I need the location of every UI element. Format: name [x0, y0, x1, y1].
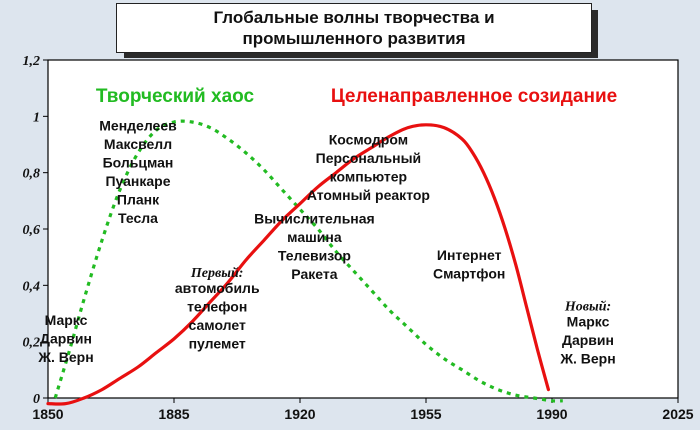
- annotation-line: Тесла: [118, 210, 158, 226]
- annotation-line: Маркс: [45, 312, 88, 328]
- series-line-2: [46, 123, 550, 406]
- annotation-heading: Первый:: [190, 266, 244, 281]
- x-tick-label: 1990: [536, 406, 567, 422]
- y-tick-label: 0,4: [23, 279, 41, 294]
- annotation-line: Вычислительная: [254, 210, 375, 226]
- chart-title: Глобальные волны творчества и промышленн…: [116, 3, 592, 53]
- annotation-line: Атомный реактор: [307, 187, 430, 203]
- annotation-line: Смартфон: [433, 265, 505, 281]
- y-tick-label: 1,2: [23, 54, 41, 69]
- annotation-line: самолет: [189, 317, 246, 333]
- x-tick-label: 1850: [32, 406, 63, 422]
- annotation-line: Ракета: [291, 266, 337, 282]
- annotation-line: Менделеев: [99, 117, 177, 133]
- annotation-heading: Новый:: [564, 300, 611, 315]
- annotation-line: Больцман: [103, 154, 174, 170]
- annotation-line: компьютер: [330, 169, 407, 185]
- chart-title-line-1: Глобальные волны творчества и: [213, 8, 495, 27]
- annotation-line: телефон: [187, 298, 247, 314]
- chart-title-line-2: промышленного развития: [242, 29, 466, 48]
- annotation-line: Интернет: [437, 247, 502, 263]
- x-tick-label: 1920: [284, 406, 315, 422]
- y-tick-label: 0,8: [23, 167, 41, 182]
- annotation-block: Менделеев Максвелл Больцман Пуанкаре Планк Те…: [99, 117, 177, 226]
- annotation-line: автомобиль: [175, 280, 260, 296]
- y-tick-label: 1: [33, 110, 40, 125]
- y-tick-label: 0,6: [23, 223, 41, 238]
- annotation-block: Интернет Смартфон: [433, 247, 505, 282]
- y-tick-label: 0,2: [23, 336, 41, 351]
- annotation-line: Ж. Верн: [559, 351, 615, 367]
- annotation-line: пулемет: [189, 335, 246, 351]
- x-tick-label: 2025: [662, 406, 693, 422]
- series-line-1: [53, 119, 563, 403]
- x-tick-label: 1955: [410, 406, 441, 422]
- y-tick-label: 0: [33, 392, 40, 407]
- annotation-line: Дарвин: [40, 330, 92, 346]
- annotation-line: машина: [287, 229, 342, 245]
- annotation-line: Космодром: [329, 132, 408, 148]
- annotation-line: Дарвин: [562, 332, 614, 348]
- x-tick-label: 1885: [158, 406, 189, 422]
- annotation-line: Персональный: [316, 150, 422, 166]
- series-label-purposeful-creation: Целенаправленное созидание: [331, 86, 617, 107]
- series-label-creative-chaos: Творческий хаос: [96, 86, 255, 107]
- annotation-block: Космодром Персональный компьютер Атомный ре…: [307, 132, 430, 204]
- annotation-line: Ж. Верн: [37, 349, 93, 365]
- annotation-line: Максвелл: [104, 136, 172, 152]
- annotation-line: Пуанкаре: [105, 173, 170, 189]
- annotation-block: Вычислительная машина Телевизор Ракета: [254, 210, 375, 282]
- annotation-block: Новый:Маркс Дарвин Ж. Верн: [559, 300, 615, 367]
- annotation-line: Маркс: [567, 314, 610, 330]
- plot-area: [47, 59, 679, 399]
- annotation-line: Телевизор: [278, 247, 351, 263]
- annotation-block: Маркс Дарвин Ж. Верн: [37, 312, 93, 365]
- annotation-line: Планк: [117, 191, 160, 207]
- annotation-block: Первый:автомобиль телефон самолет пулемет: [175, 266, 260, 352]
